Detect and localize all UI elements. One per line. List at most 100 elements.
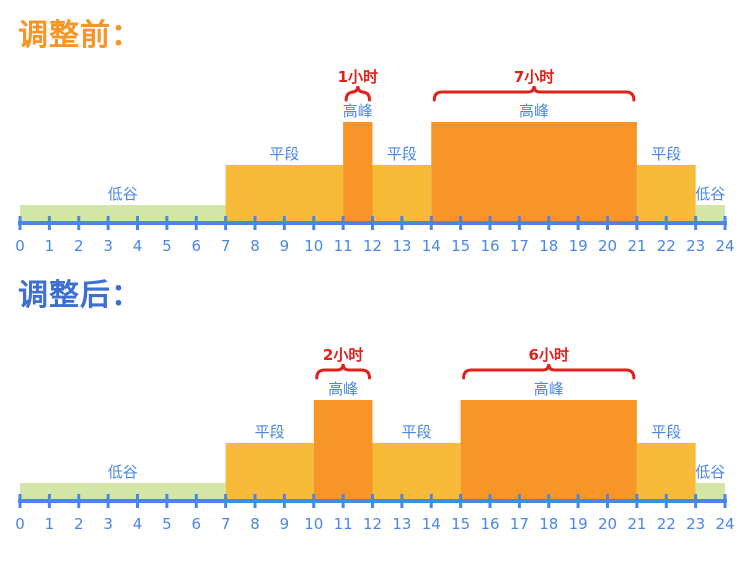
after-tick [312,494,316,508]
after-tick-label: 15 [451,515,470,533]
after-annotation-brace [315,363,371,380]
before-tick [547,216,551,230]
after-tick [341,494,345,508]
after-tick-label: 7 [221,515,231,533]
after-tick [547,494,551,508]
before-tick [18,216,22,230]
after-tick [282,494,286,508]
before-tick-label: 5 [162,237,172,255]
before-tick-label: 9 [280,237,290,255]
before-tick-label: 6 [191,237,201,255]
after-annotation-label: 6小时 [529,346,569,364]
after-segment-label: 高峰 [328,380,358,398]
after-segment-valley [20,483,226,499]
after-tick-label: 5 [162,515,172,533]
before-tick-label: 16 [480,237,499,255]
before-segment-flat [225,165,344,221]
before-tick [488,216,492,230]
after-tick [400,494,404,508]
after-segment-label: 低谷 [108,463,138,481]
before-segment-flat [636,165,696,221]
after-tick-label: 24 [715,515,734,533]
after-segment-label: 平段 [651,423,681,441]
before-segment-label: 高峰 [343,102,373,120]
after-tick [459,494,463,508]
before-tick [517,216,521,230]
before-segment-valley [20,205,226,221]
before-annotation-label: 7小时 [514,68,554,86]
before-segment-label: 平段 [269,145,299,163]
before-tick-label: 13 [392,237,411,255]
after-tick-label: 8 [250,515,260,533]
before-tick-label: 19 [569,237,588,255]
after-tick [635,494,639,508]
after-tick [723,494,727,508]
after-segment-label: 低谷 [695,463,725,481]
before-tick-label: 11 [334,237,353,255]
after-tick-label: 4 [133,515,143,533]
before-tick [224,216,228,230]
after-segment-flat [225,443,314,499]
before-tick [723,216,727,230]
after-tick [606,494,609,508]
before-segment-label: 平段 [387,145,417,163]
after-tick [194,494,198,508]
before-tick [635,216,639,230]
after-tick-label: 3 [103,515,113,533]
before-tick-label: 10 [304,237,323,255]
after-annotation-brace [462,363,636,380]
after-tick [371,494,374,508]
after-segment-peak [313,400,373,499]
after-tick [47,494,51,508]
after-tick-label: 0 [15,515,25,533]
before-segment-peak [431,122,637,221]
before-tick-label: 18 [539,237,558,255]
before-tick [136,216,139,230]
after-annotation-label: 2小时 [323,346,363,364]
after-tick [429,494,433,508]
after-tick-label: 18 [539,515,558,533]
before-tick [694,216,698,230]
after-tick [664,494,668,508]
after-tick-label: 13 [392,515,411,533]
before-tick-label: 1 [45,237,55,255]
before-tick [165,216,169,230]
after-segment-valley [695,483,725,499]
after-tick [576,494,580,508]
after-tick-label: 17 [510,515,529,533]
after-tick-label: 2 [74,515,84,533]
after-tick-label: 12 [363,515,382,533]
before-tick-label: 7 [221,237,231,255]
after-tick-label: 22 [657,515,676,533]
after-tick-label: 23 [686,515,705,533]
before-tick [47,216,51,230]
after-tick-label: 9 [280,515,290,533]
after-tick [488,494,492,508]
before-tick-label: 17 [510,237,529,255]
after-segment-label: 平段 [402,423,432,441]
before-tick [253,216,257,230]
before-tick-label: 15 [451,237,470,255]
before-segment-label: 低谷 [695,185,725,203]
before-tick-label: 24 [715,237,734,255]
after-tick [517,494,521,508]
before-tick-label: 23 [686,237,705,255]
after-tick [77,494,81,508]
after-tick [694,494,698,508]
before-tick [341,216,345,230]
before-tick [282,216,286,230]
before-tick [106,216,110,230]
after-segment-label: 高峰 [534,380,564,398]
after-tick-label: 20 [598,515,617,533]
before-tick [429,216,433,230]
after-tick-label: 16 [480,515,499,533]
after-tick-label: 10 [304,515,323,533]
before-segment-label: 低谷 [108,185,138,203]
after-tick-label: 11 [334,515,353,533]
after-segment-label: 平段 [255,423,285,441]
before-tick [371,216,374,230]
before-annotation-label: 1小时 [338,68,378,86]
title-before: 调整前： [18,18,142,53]
title-after: 调整后： [18,278,142,313]
